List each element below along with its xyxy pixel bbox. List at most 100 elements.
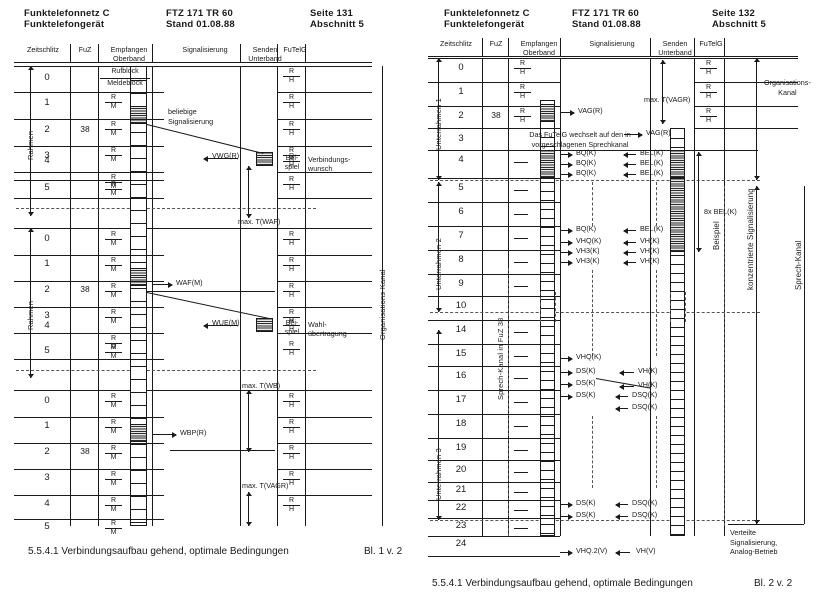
slot-rule — [14, 180, 164, 181]
frame-span-2 — [27, 228, 34, 378]
grid-vline-signalisierung — [240, 66, 241, 526]
standard-title: FTZ 171 TR 60 Stand 01.08.88 — [166, 8, 235, 30]
recv-cell: Meldeblock — [107, 80, 143, 87]
unterrahmen-3-label: Unterrahmen 3 — [434, 448, 443, 500]
vhq-arrow-1 — [560, 239, 573, 246]
dsq-arrow-1 — [615, 393, 628, 400]
vh-label-1: VH(K) — [640, 236, 660, 245]
dsq-label-2: DSQ(K) — [632, 402, 658, 411]
send-block-vwg — [256, 152, 273, 166]
slot-rule — [428, 414, 560, 415]
wbp-label: WBP(R) — [180, 428, 207, 437]
bel-continuation-dash — [656, 182, 657, 226]
beispiel-dash — [724, 186, 725, 526]
slot-rule — [14, 495, 164, 496]
frame-boundary — [14, 390, 372, 391]
slot-rule — [694, 106, 798, 107]
slot-rule — [428, 226, 560, 227]
signal-diagonal-wue — [146, 292, 270, 319]
caption-left: 5.5.4.1 Verbindungsaufbau gehend, optima… — [28, 546, 289, 557]
grid-vline-senden — [694, 58, 695, 536]
vagr-arrow-2 — [624, 131, 643, 138]
slot-rule — [428, 438, 560, 439]
page-label-left: Seite 131 Abschnitt 5 — [310, 8, 364, 30]
slot-number: 7 — [458, 230, 464, 241]
slot-rule — [428, 556, 560, 557]
frame-boundary — [14, 66, 372, 67]
slot-rule — [277, 495, 372, 496]
fuz-value: 38 — [80, 284, 90, 294]
column-header-empfangen: Empfangen Oberband — [110, 45, 148, 63]
slot-rule — [277, 172, 372, 173]
organisations-kanal-label: Organisations- Kanal — [764, 78, 811, 97]
dsq-label-4: DSQ(K) — [632, 510, 658, 519]
grid-vline-empfangen — [152, 66, 153, 526]
slot-rule — [428, 366, 560, 367]
bq-label-3: BQ(K) — [576, 168, 596, 177]
bel-arrow-2 — [623, 161, 636, 168]
slot-rule — [14, 333, 164, 334]
table-top-rule — [428, 58, 798, 59]
slot-number: 2 — [44, 446, 50, 457]
beliebige-signalisierung-label: beliebige Signalisierung — [168, 107, 214, 126]
empfangen-burst-ladder — [130, 66, 147, 526]
signal-diagonal-vwg — [146, 124, 264, 155]
column-header-empfangen: Empfangen Oberband — [520, 39, 558, 57]
vagr-arrow-1 — [560, 109, 575, 116]
header-divider — [277, 44, 278, 62]
header-divider — [724, 38, 725, 56]
vhq2v-arrow — [560, 549, 573, 556]
slot-rule — [277, 417, 372, 418]
slot-rule — [428, 482, 560, 483]
recv-tick — [514, 378, 528, 380]
vhq-arrow-3 — [560, 259, 573, 266]
bq-arrow-2 — [560, 161, 573, 168]
vhq-label-1: VHQ(K) — [576, 236, 602, 245]
vhq-label-2: VH3(K) — [576, 246, 600, 255]
burst-block-bq — [540, 150, 555, 178]
channel-switch-note: Das FuTelG wechselt auf den in vorgeschl… — [529, 130, 631, 149]
ds-continuation-dash — [592, 416, 593, 488]
vhv-arrow — [615, 549, 630, 556]
grid-vline-zeitschlitz — [70, 66, 71, 526]
bel-count-span — [695, 152, 702, 252]
bel-label-2: BEL(K) — [640, 158, 664, 167]
ds-label-5: DS(K) — [576, 510, 596, 519]
header-divider — [560, 38, 561, 56]
slot-number: 9 — [458, 278, 464, 289]
wbp-connector — [170, 450, 275, 451]
send-block-wue — [256, 318, 273, 332]
ds-arrow-4 — [560, 501, 573, 508]
send-gap-dash — [685, 292, 686, 322]
recv-tick — [514, 472, 528, 474]
grid-vline-futelg — [305, 66, 306, 526]
slot-number: 8 — [458, 254, 464, 265]
slot-number: 6 — [458, 206, 464, 217]
wbp-arrow — [152, 431, 177, 438]
slot-rule — [428, 202, 560, 203]
recv-tick — [514, 262, 528, 264]
t-wb-span — [245, 390, 252, 452]
dsq-label-3: DSQ(K) — [632, 498, 658, 507]
slot-rule — [14, 281, 164, 282]
header-divider — [508, 38, 509, 56]
header-rule — [428, 56, 798, 57]
unterrahmen-divider — [430, 180, 760, 181]
slot-rule — [277, 92, 372, 93]
slot-number: 5 — [458, 182, 464, 193]
slot-number: 5 — [44, 345, 50, 356]
column-header-signalisierung: Signalisierung — [589, 39, 635, 48]
vhv-label: VH(V) — [636, 546, 656, 555]
beispiel-vertical-label: Beispiel — [712, 221, 721, 250]
slot-rule — [277, 146, 372, 147]
